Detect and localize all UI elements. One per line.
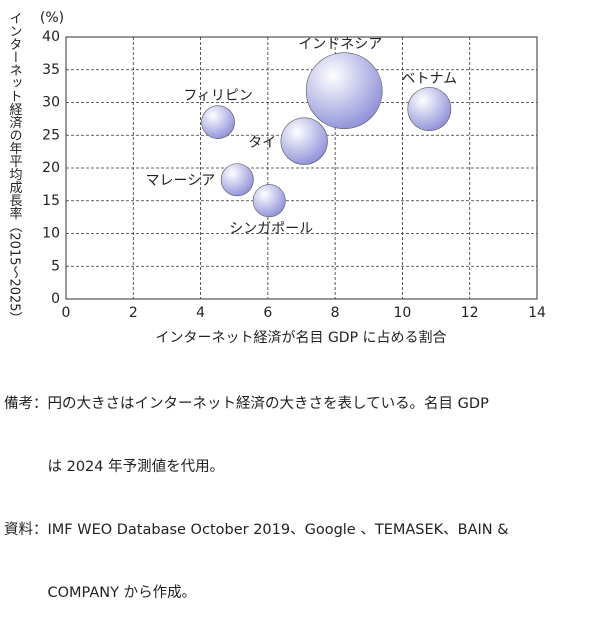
x-tick-label: 8 xyxy=(331,305,340,321)
y-tick-label: 10 xyxy=(42,226,60,242)
point-label: フィリピン xyxy=(183,88,253,104)
bubble xyxy=(305,52,383,130)
point-label: シンガポール xyxy=(229,221,313,237)
point-label: インドネシア xyxy=(298,37,382,53)
bubble xyxy=(201,105,235,139)
bubble xyxy=(220,163,254,197)
point-label: ベトナム xyxy=(402,71,458,87)
point-label: マレーシア xyxy=(146,173,216,189)
x-tick-label: 6 xyxy=(263,305,272,321)
notes: 備考：円の大きさはインターネット経済の大きさを表している。名目 GDP は 20… xyxy=(4,352,590,625)
note-line: COMPANY から作成。 xyxy=(4,585,197,601)
x-axis-label: インターネット経済が名目 GDP に占める割合 xyxy=(156,329,447,346)
x-tick-label: 12 xyxy=(461,305,479,321)
y-tick-label: 15 xyxy=(42,193,60,209)
y-tick-label: 20 xyxy=(42,160,60,176)
note-line: 備考：円の大きさはインターネット経済の大きさを表している。名目 GDP xyxy=(4,396,489,412)
x-tick-label: 2 xyxy=(129,305,138,321)
bubble xyxy=(280,117,328,165)
x-tick-label: 4 xyxy=(196,305,205,321)
y-tick-label: 0 xyxy=(51,291,60,307)
y-tick-label: 5 xyxy=(51,258,60,274)
x-tick-label: 10 xyxy=(394,305,412,321)
unit-label: (%) xyxy=(40,10,64,26)
y-tick-label: 35 xyxy=(42,62,60,78)
x-tick-label: 0 xyxy=(62,305,71,321)
y-tick-label: 25 xyxy=(42,127,60,143)
chart: (%) インターネット経済の年平均成長率（2015～2025） インターネット経… xyxy=(7,10,546,346)
y-tick-label: 40 xyxy=(42,29,60,45)
y-tick-label: 30 xyxy=(42,95,60,111)
note-line: は 2024 年予測値を代用。 xyxy=(4,459,225,475)
y-axis-label: インターネット経済の年平均成長率（2015～2025） xyxy=(7,11,23,324)
bubble xyxy=(252,184,286,218)
note-line: 資料：IMF WEO Database October 2019、Google … xyxy=(4,522,509,538)
point-label: タイ xyxy=(248,135,276,151)
bubble xyxy=(407,87,452,131)
x-tick-label: 14 xyxy=(528,305,546,321)
